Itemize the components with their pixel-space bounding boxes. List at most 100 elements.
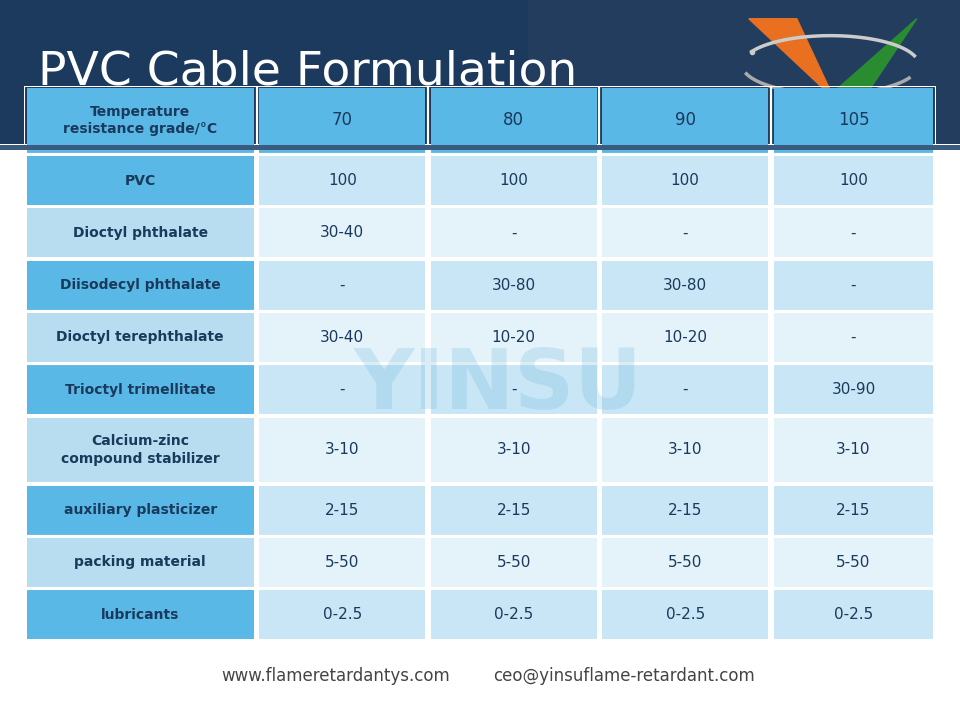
Bar (602, 485, 768, 534)
Bar (602, 538, 768, 587)
Bar (774, 208, 933, 257)
Bar (771, 364, 936, 416)
Bar (771, 416, 936, 484)
Bar (24, 416, 256, 484)
Text: PVC: PVC (125, 174, 156, 187)
Text: -: - (511, 382, 516, 397)
Text: 30-80: 30-80 (663, 278, 708, 292)
Bar (256, 259, 428, 311)
Bar (27, 538, 253, 587)
Bar (774, 418, 933, 482)
Bar (259, 538, 425, 587)
Bar (256, 86, 428, 154)
Bar (259, 365, 425, 414)
Text: 30-40: 30-40 (321, 225, 365, 240)
Bar (599, 536, 771, 588)
Bar (24, 364, 256, 416)
Bar (602, 590, 768, 639)
Bar (428, 154, 599, 207)
Bar (599, 154, 771, 207)
Bar (259, 261, 425, 310)
Bar (602, 418, 768, 482)
Text: 100: 100 (671, 173, 700, 188)
Bar (431, 313, 597, 362)
Text: -: - (340, 382, 345, 397)
Text: 5-50: 5-50 (668, 555, 703, 570)
Text: -: - (851, 330, 856, 345)
Text: 2-15: 2-15 (668, 503, 703, 518)
Bar (428, 536, 599, 588)
Bar (27, 365, 253, 414)
Bar (428, 311, 599, 364)
Bar (599, 86, 771, 154)
Bar (771, 207, 936, 259)
Text: 5-50: 5-50 (325, 555, 359, 570)
Text: 3-10: 3-10 (496, 442, 531, 457)
Bar (27, 88, 253, 153)
Bar (24, 484, 256, 536)
Bar (428, 484, 599, 536)
Polygon shape (749, 19, 830, 91)
Text: Calcium-zinc
compound stabilizer: Calcium-zinc compound stabilizer (60, 434, 220, 466)
Bar (428, 416, 599, 484)
Bar (24, 536, 256, 588)
Text: 80: 80 (503, 112, 524, 130)
Bar (428, 86, 599, 154)
Bar (24, 207, 256, 259)
Text: -: - (683, 225, 688, 240)
Text: auxiliary plasticizer: auxiliary plasticizer (63, 503, 217, 517)
Bar (602, 88, 768, 153)
Text: 100: 100 (499, 173, 528, 188)
Text: Temperature
resistance grade/°C: Temperature resistance grade/°C (63, 104, 217, 136)
Text: 2-15: 2-15 (496, 503, 531, 518)
Bar (27, 485, 253, 534)
Text: 5-50: 5-50 (496, 555, 531, 570)
Bar (774, 88, 933, 153)
Text: 0-2.5: 0-2.5 (834, 607, 873, 622)
Bar (259, 485, 425, 534)
Bar (27, 418, 253, 482)
Bar (27, 261, 253, 310)
Bar (602, 156, 768, 205)
Text: Diisodecyl phthalate: Diisodecyl phthalate (60, 278, 221, 292)
Text: 3-10: 3-10 (836, 442, 871, 457)
Bar (431, 418, 597, 482)
Bar (0, 145, 960, 150)
Bar (256, 536, 428, 588)
Bar (27, 590, 253, 639)
Bar (256, 311, 428, 364)
Text: lubricants: lubricants (101, 608, 180, 621)
Bar (428, 364, 599, 416)
Bar (771, 154, 936, 207)
Text: Dioctyl terephthalate: Dioctyl terephthalate (57, 330, 224, 344)
Text: 90: 90 (675, 112, 696, 130)
Bar (771, 588, 936, 641)
Bar (774, 590, 933, 639)
Bar (27, 313, 253, 362)
Text: ceo@yinsuflame-retardant.com: ceo@yinsuflame-retardant.com (493, 667, 755, 685)
Bar (259, 156, 425, 205)
Bar (774, 365, 933, 414)
Bar (599, 311, 771, 364)
Bar (431, 208, 597, 257)
Text: PVC Cable Formulation: PVC Cable Formulation (38, 50, 578, 94)
Bar (774, 261, 933, 310)
Text: 30-40: 30-40 (321, 330, 365, 345)
Text: 2-15: 2-15 (836, 503, 871, 518)
Bar (259, 418, 425, 482)
Bar (24, 311, 256, 364)
Bar (259, 313, 425, 362)
Bar (771, 259, 936, 311)
Bar (599, 207, 771, 259)
Bar (774, 313, 933, 362)
Bar (431, 365, 597, 414)
Bar (774, 156, 933, 205)
Bar (774, 485, 933, 534)
Bar (256, 154, 428, 207)
Polygon shape (835, 19, 917, 91)
Bar (431, 538, 597, 587)
Bar (24, 259, 256, 311)
Bar (599, 259, 771, 311)
Text: 105: 105 (838, 112, 869, 130)
Text: packing material: packing material (75, 555, 206, 570)
